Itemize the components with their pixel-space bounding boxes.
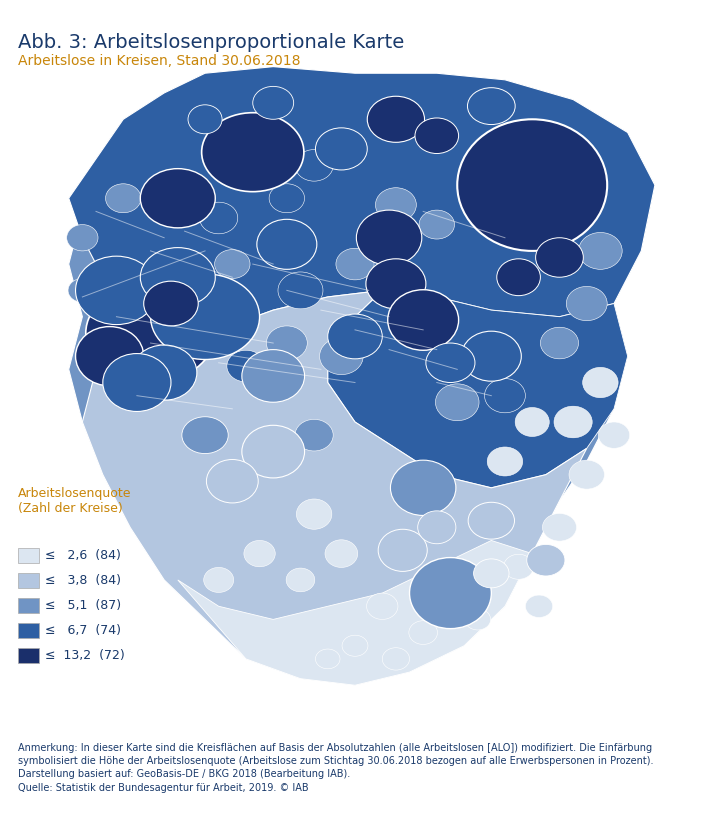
Ellipse shape [315,127,367,170]
Polygon shape [69,67,655,330]
Ellipse shape [103,353,171,412]
Ellipse shape [188,105,222,134]
Ellipse shape [419,210,454,239]
Ellipse shape [567,287,607,321]
Ellipse shape [535,237,584,277]
Ellipse shape [182,416,228,454]
Ellipse shape [141,168,215,228]
Ellipse shape [286,568,315,591]
Ellipse shape [503,554,534,579]
Text: ≤   3,8  (84): ≤ 3,8 (84) [45,574,121,587]
Ellipse shape [200,202,238,234]
Ellipse shape [356,210,422,266]
Ellipse shape [367,97,425,142]
Ellipse shape [527,545,565,576]
Ellipse shape [579,232,622,269]
Ellipse shape [131,345,197,401]
Ellipse shape [525,595,552,617]
Text: ≤   2,6  (84): ≤ 2,6 (84) [45,549,121,562]
Ellipse shape [143,282,198,326]
Ellipse shape [465,609,491,630]
Ellipse shape [202,112,304,192]
Ellipse shape [467,87,515,125]
Ellipse shape [75,327,143,386]
Polygon shape [178,541,532,686]
Ellipse shape [257,219,317,269]
Ellipse shape [366,593,398,620]
Ellipse shape [295,419,333,451]
Ellipse shape [266,326,307,360]
Ellipse shape [515,407,550,436]
Ellipse shape [462,332,521,382]
Ellipse shape [366,259,426,309]
Ellipse shape [435,384,479,421]
Ellipse shape [474,559,509,588]
Ellipse shape [540,327,579,359]
Ellipse shape [342,636,368,656]
Ellipse shape [67,225,98,251]
Ellipse shape [296,499,332,529]
Ellipse shape [227,350,265,382]
Ellipse shape [151,274,260,360]
Ellipse shape [106,184,141,212]
Text: ≤  13,2  (72): ≤ 13,2 (72) [45,649,124,662]
Text: Arbeitslosenquote
(Zahl der Kreise): Arbeitslosenquote (Zahl der Kreise) [18,487,131,516]
Ellipse shape [554,407,592,438]
Ellipse shape [487,447,523,476]
Ellipse shape [207,460,258,503]
Ellipse shape [204,567,234,592]
Ellipse shape [68,278,97,302]
Ellipse shape [253,87,294,119]
Ellipse shape [391,460,456,516]
Text: ≤   6,7  (74): ≤ 6,7 (74) [45,624,121,637]
Ellipse shape [278,272,323,309]
Text: ≤   5,1  (87): ≤ 5,1 (87) [45,599,121,612]
Ellipse shape [336,248,374,280]
Ellipse shape [388,290,459,350]
Polygon shape [82,291,586,686]
Ellipse shape [410,557,491,629]
Ellipse shape [214,250,250,278]
Ellipse shape [542,513,577,541]
Ellipse shape [242,426,305,478]
Text: Arbeitslose in Kreisen, Stand 30.06.2018: Arbeitslose in Kreisen, Stand 30.06.2018 [18,54,300,68]
Ellipse shape [415,118,459,153]
Ellipse shape [409,621,437,645]
Ellipse shape [426,343,475,382]
Polygon shape [69,67,655,686]
Ellipse shape [75,257,158,325]
Ellipse shape [468,502,515,539]
Ellipse shape [315,649,340,669]
Ellipse shape [242,350,305,402]
Ellipse shape [378,529,427,571]
Text: Abb. 3: Arbeitslosenproportionale Karte: Abb. 3: Arbeitslosenproportionale Karte [18,33,404,52]
Ellipse shape [376,187,416,222]
Ellipse shape [417,511,456,544]
Ellipse shape [141,247,215,307]
Ellipse shape [457,119,607,251]
Ellipse shape [295,150,333,181]
Ellipse shape [481,140,584,230]
Ellipse shape [244,541,275,566]
Ellipse shape [569,460,604,489]
Ellipse shape [484,378,525,413]
Ellipse shape [320,337,364,375]
Ellipse shape [86,284,215,382]
Ellipse shape [497,259,540,296]
Polygon shape [328,291,628,488]
Ellipse shape [328,314,382,359]
Ellipse shape [382,648,410,670]
Ellipse shape [269,184,305,212]
Ellipse shape [325,540,358,567]
Ellipse shape [599,422,630,448]
Ellipse shape [583,367,618,397]
Text: Anmerkung: In dieser Karte sind die Kreisflächen auf Basis der Absolutzahlen (al: Anmerkung: In dieser Karte sind die Krei… [18,743,653,793]
